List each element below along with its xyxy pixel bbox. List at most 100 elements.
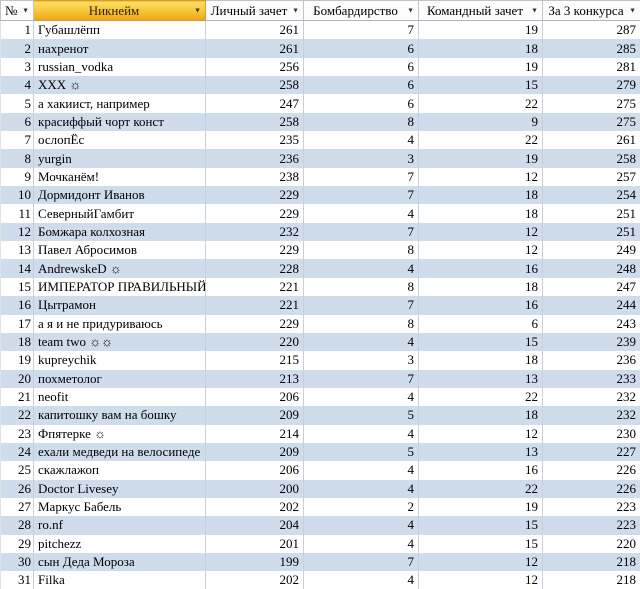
- cell-personal[interactable]: 200: [205, 479, 304, 498]
- cell-num[interactable]: 21: [0, 387, 34, 407]
- cell-personal[interactable]: 199: [205, 552, 304, 572]
- cell-personal[interactable]: 201: [205, 534, 304, 553]
- cell-total[interactable]: 232: [542, 387, 640, 407]
- column-header-num[interactable]: № ▼: [0, 0, 34, 21]
- cell-nickname[interactable]: Маркус Бабель: [33, 497, 206, 517]
- cell-total[interactable]: 251: [542, 222, 640, 242]
- cell-bombing[interactable]: 7: [303, 167, 419, 187]
- cell-personal[interactable]: 261: [205, 20, 304, 40]
- cell-total[interactable]: 218: [542, 552, 640, 572]
- cell-bombing[interactable]: 4: [303, 259, 419, 278]
- cell-bombing[interactable]: 8: [303, 314, 419, 333]
- cell-personal[interactable]: 202: [205, 497, 304, 517]
- cell-total[interactable]: 244: [542, 296, 640, 315]
- cell-bombing[interactable]: 4: [303, 534, 419, 553]
- cell-num[interactable]: 19: [0, 351, 34, 370]
- cell-personal[interactable]: 221: [205, 277, 304, 297]
- cell-num[interactable]: 14: [0, 259, 34, 278]
- column-header-nickname[interactable]: Никнейм ▼: [33, 0, 206, 21]
- cell-nickname[interactable]: нахренот: [33, 39, 206, 58]
- cell-num[interactable]: 10: [0, 186, 34, 205]
- cell-bombing[interactable]: 4: [303, 332, 419, 352]
- filter-dropdown-icon[interactable]: ▼: [407, 6, 414, 14]
- cell-num[interactable]: 16: [0, 296, 34, 315]
- cell-total[interactable]: 249: [542, 241, 640, 260]
- cell-team[interactable]: 22: [418, 131, 543, 150]
- cell-bombing[interactable]: 2: [303, 497, 419, 517]
- cell-num[interactable]: 26: [0, 479, 34, 498]
- cell-num[interactable]: 8: [0, 149, 34, 168]
- cell-total[interactable]: 218: [542, 571, 640, 589]
- cell-bombing[interactable]: 4: [303, 571, 419, 589]
- cell-total[interactable]: 279: [542, 76, 640, 95]
- cell-nickname[interactable]: Бомжара колхозная: [33, 222, 206, 242]
- cell-num[interactable]: 30: [0, 552, 34, 572]
- cell-team[interactable]: 15: [418, 534, 543, 553]
- cell-bombing[interactable]: 4: [303, 516, 419, 535]
- cell-num[interactable]: 24: [0, 442, 34, 462]
- cell-num[interactable]: 17: [0, 314, 34, 333]
- column-header-total[interactable]: За 3 конкурса ▼: [542, 0, 640, 21]
- filter-dropdown-icon[interactable]: ▼: [194, 6, 201, 14]
- cell-team[interactable]: 12: [418, 222, 543, 242]
- cell-total[interactable]: 254: [542, 186, 640, 205]
- cell-total[interactable]: 223: [542, 497, 640, 517]
- cell-nickname[interactable]: team two ☼☼: [33, 332, 206, 352]
- cell-total[interactable]: 257: [542, 167, 640, 187]
- cell-num[interactable]: 5: [0, 94, 34, 113]
- column-header-bombing[interactable]: Бомбардирство ▼: [303, 0, 419, 21]
- cell-bombing[interactable]: 4: [303, 479, 419, 498]
- cell-personal[interactable]: 238: [205, 167, 304, 187]
- cell-personal[interactable]: 213: [205, 369, 304, 388]
- cell-total[interactable]: 261: [542, 131, 640, 150]
- cell-nickname[interactable]: Дормидонт Иванов: [33, 186, 206, 205]
- cell-total[interactable]: 226: [542, 461, 640, 480]
- cell-bombing[interactable]: 3: [303, 351, 419, 370]
- cell-total[interactable]: 248: [542, 259, 640, 278]
- cell-nickname[interactable]: ro.nf: [33, 516, 206, 535]
- cell-num[interactable]: 9: [0, 167, 34, 187]
- cell-team[interactable]: 19: [418, 497, 543, 517]
- cell-team[interactable]: 6: [418, 314, 543, 333]
- cell-bombing[interactable]: 6: [303, 39, 419, 58]
- cell-num[interactable]: 22: [0, 406, 34, 425]
- cell-team[interactable]: 18: [418, 406, 543, 425]
- cell-nickname[interactable]: а я и не придуриваюсь: [33, 314, 206, 333]
- cell-nickname[interactable]: красиффый чорт конст: [33, 112, 206, 132]
- cell-bombing[interactable]: 4: [303, 131, 419, 150]
- cell-bombing[interactable]: 4: [303, 204, 419, 223]
- cell-personal[interactable]: 229: [205, 314, 304, 333]
- cell-total[interactable]: 239: [542, 332, 640, 352]
- cell-nickname[interactable]: ехали медведи на велосипеде: [33, 442, 206, 462]
- cell-nickname[interactable]: yurgin: [33, 149, 206, 168]
- cell-personal[interactable]: 229: [205, 241, 304, 260]
- cell-nickname[interactable]: а хакиист, например: [33, 94, 206, 113]
- cell-personal[interactable]: 214: [205, 424, 304, 443]
- cell-personal[interactable]: 229: [205, 204, 304, 223]
- column-header-personal[interactable]: Личный зачет ▼: [205, 0, 304, 21]
- cell-nickname[interactable]: СеверныйГамбит: [33, 204, 206, 223]
- filter-dropdown-icon[interactable]: ▼: [629, 6, 636, 14]
- cell-bombing[interactable]: 3: [303, 149, 419, 168]
- cell-num[interactable]: 31: [0, 571, 34, 589]
- cell-bombing[interactable]: 6: [303, 94, 419, 113]
- cell-num[interactable]: 20: [0, 369, 34, 388]
- cell-personal[interactable]: 209: [205, 442, 304, 462]
- cell-num[interactable]: 13: [0, 241, 34, 260]
- cell-team[interactable]: 19: [418, 20, 543, 40]
- filter-dropdown-icon[interactable]: ▼: [292, 6, 299, 14]
- cell-bombing[interactable]: 4: [303, 424, 419, 443]
- cell-total[interactable]: 275: [542, 112, 640, 132]
- cell-num[interactable]: 12: [0, 222, 34, 242]
- cell-team[interactable]: 15: [418, 332, 543, 352]
- cell-personal[interactable]: 206: [205, 387, 304, 407]
- cell-total[interactable]: 236: [542, 351, 640, 370]
- cell-team[interactable]: 19: [418, 57, 543, 77]
- cell-nickname[interactable]: Цытрамон: [33, 296, 206, 315]
- cell-team[interactable]: 22: [418, 479, 543, 498]
- cell-personal[interactable]: 256: [205, 57, 304, 77]
- cell-team[interactable]: 19: [418, 149, 543, 168]
- cell-bombing[interactable]: 6: [303, 76, 419, 95]
- filter-dropdown-icon[interactable]: ▼: [22, 6, 29, 14]
- cell-team[interactable]: 18: [418, 277, 543, 297]
